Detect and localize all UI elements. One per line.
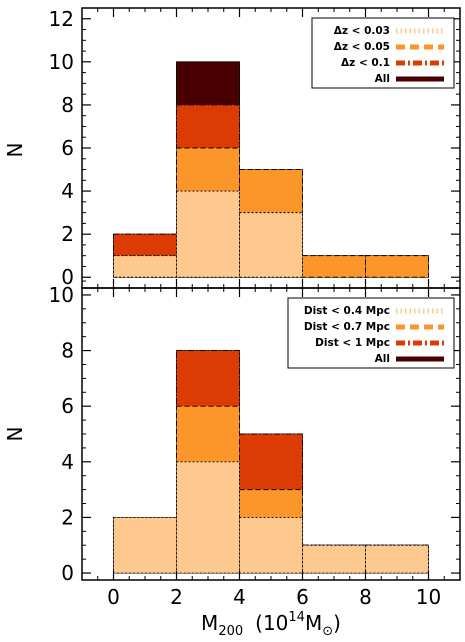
bottom-y-tick-label: 0 <box>61 561 74 585</box>
bottom-legend-label-all: All <box>375 353 390 365</box>
top-y-tick-label: 10 <box>49 50 74 74</box>
top-y-tick-label: 12 <box>49 7 74 31</box>
x-axis-label-close: ) <box>333 611 341 635</box>
sun-symbol-icon: ⊙ <box>322 624 333 639</box>
bottom-legend-label-dist04: Dist < 0.4 Mpc <box>304 305 390 317</box>
top-y-tick-label: 6 <box>61 136 74 160</box>
bottom-panel: 0 2 4 6 8 10 0 2 4 6 8 10 N Dist < 0.4 Mpc Dist < 0… <box>3 280 461 639</box>
bottom-axis-ticks: 0 2 4 6 8 10 0 2 4 6 8 10 <box>49 280 461 609</box>
top-legend-box <box>311 17 455 89</box>
bottom-legend-box <box>287 297 455 369</box>
x-axis-label-m: M <box>201 611 218 635</box>
bottom-histogram-bars <box>113 350 429 574</box>
top-bar-0-bin-1 <box>176 190 240 278</box>
x-axis-label-open: (10 <box>255 611 288 635</box>
bottom-y-tick-label: 6 <box>61 394 74 418</box>
bottom-y-tick-label: 4 <box>61 450 74 474</box>
bottom-y-tick-label: 2 <box>61 505 74 529</box>
x-axis-label: M200 (1014M⊙) <box>201 610 341 639</box>
top-y-tick-label: 4 <box>61 179 74 203</box>
top-bar-0-bin-0 <box>113 255 177 278</box>
top-legend-label-dz003: Δz < 0.03 <box>334 25 390 37</box>
top-bar-0-bin-2 <box>239 212 303 278</box>
top-axis-ticks: 0 2 4 6 8 10 12 <box>49 7 461 289</box>
bottom-y-tick-label: 10 <box>49 283 74 307</box>
bottom-legend-label-dist1: Dist < 1 Mpc <box>315 337 390 349</box>
top-bar-1-bin-3 <box>302 255 366 278</box>
bottom-x-tick-label: 8 <box>359 585 372 609</box>
bottom-legend-label-dist07: Dist < 0.7 Mpc <box>304 321 390 333</box>
bottom-y-tick-label: 8 <box>61 339 74 363</box>
bottom-x-tick-label: 2 <box>170 585 183 609</box>
x-axis-label-sub: 200 <box>218 624 243 639</box>
bottom-bar-0-bin-3 <box>302 544 366 574</box>
bottom-legend: Dist < 0.4 Mpc Dist < 0.7 Mpc Dist < 1 M… <box>287 297 455 369</box>
top-y-tick-label: 0 <box>61 265 74 289</box>
x-axis-label-msun: M <box>305 611 322 635</box>
bottom-bar-0-bin-2 <box>239 516 303 574</box>
top-bar-1-bin-4 <box>365 255 429 278</box>
top-y-axis-label: N <box>3 143 27 158</box>
top-y-tick-label: 8 <box>61 93 74 117</box>
top-y-tick-label: 2 <box>61 222 74 246</box>
top-legend-label-dz01: Δz < 0.1 <box>341 57 390 69</box>
top-legend-label-all: All <box>375 73 390 85</box>
bottom-bar-0-bin-4 <box>365 544 429 574</box>
top-panel: 0 2 4 6 8 10 12 N Δz < 0.03 Δz < 0.05 Δz < 0.1… <box>3 7 461 289</box>
bottom-bar-0-bin-1 <box>176 461 240 574</box>
top-legend: Δz < 0.03 Δz < 0.05 Δz < 0.1 All <box>311 17 455 89</box>
bottom-x-tick-label: 6 <box>296 585 309 609</box>
bottom-bar-0-bin-0 <box>113 516 177 574</box>
bottom-x-tick-label: 0 <box>107 585 120 609</box>
bottom-y-axis-label: N <box>3 427 27 442</box>
bottom-x-tick-label: 4 <box>233 585 246 609</box>
top-legend-label-dz005: Δz < 0.05 <box>334 41 390 53</box>
bottom-x-tick-label: 10 <box>416 585 441 609</box>
top-histogram-bars <box>113 61 429 278</box>
x-axis-label-exp: 14 <box>288 610 305 625</box>
